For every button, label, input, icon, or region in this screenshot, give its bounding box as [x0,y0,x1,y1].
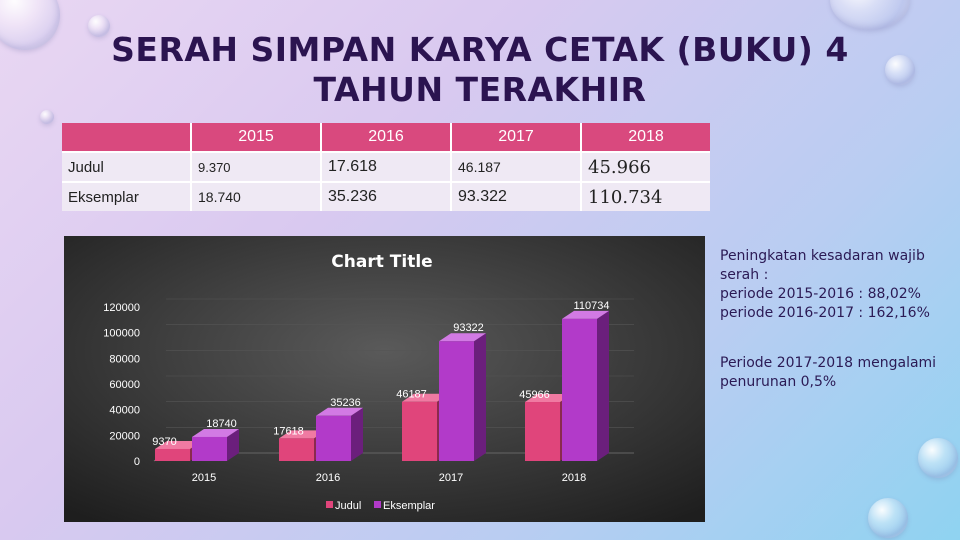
table-cell: 9.370 [190,151,321,182]
table-row: Judul 9.370 17.618 46.187 45.966 [62,151,710,182]
notes-block: Peningkatan kesadaran wajib serah : peri… [720,247,930,323]
legend-swatch [374,501,381,508]
bar-eksemplar [192,428,239,461]
table-row: Eksemplar 18.740 35.236 93.322 110.734 [62,181,710,211]
plot-area: 0 20000 40000 60000 80000 100000 120000 9370 187… [103,298,634,484]
legend-swatch [326,501,333,508]
table-row-label: Judul [62,151,191,182]
note-line: periode 2015-2016 : 88,02% [720,286,921,302]
bar-top [439,333,486,342]
table-cell: 35.236 [320,181,451,211]
bar-top [562,310,609,319]
bar-top [402,393,449,402]
data-label: 45966 [519,389,550,401]
bubble-decoration [868,498,908,538]
bar-face [316,415,351,461]
bar-face [402,401,437,461]
legend-label: Judul [335,500,361,512]
table-header-cell: 2016 [320,123,451,152]
bar-face [439,341,474,461]
bar-top [525,394,572,403]
data-label: 93322 [453,322,484,334]
data-label: 17618 [273,425,304,437]
table-cell: 110.734 [580,181,710,211]
y-tick-label: 60000 [109,379,140,391]
bubble-decoration [0,0,60,50]
x-tick-label: 2015 [192,472,216,484]
bar-judul [279,430,326,461]
x-tick-label: 2017 [439,472,463,484]
note-line: serah : [720,267,769,283]
bubble-decoration [88,15,110,37]
bar-face [279,438,314,461]
table-header-row: 2015 2016 2017 2018 [62,123,710,152]
x-tick-label: 2016 [316,472,340,484]
bar-eksemplar [562,310,609,461]
bubble-decoration [830,0,910,30]
table-cell: 17.618 [320,151,451,182]
note-line: penurunan 0,5% [720,374,837,390]
y-tick-label: 80000 [109,353,140,365]
y-tick-label: 100000 [103,328,140,340]
note-line: Periode 2017-2018 mengalami [720,355,937,371]
table-header-cell: 2015 [190,123,321,152]
x-tick-label: 2018 [562,472,586,484]
table-cell: 18.740 [190,181,321,211]
data-label: 9370 [152,436,176,448]
data-label: 35236 [330,397,361,409]
data-label: 110734 [574,300,610,312]
bar-eksemplar [439,333,486,461]
legend: Judul Eksemplar [326,500,435,512]
data-label: 18740 [206,418,237,430]
bubble-decoration [885,55,915,85]
table-cell: 45.966 [580,151,710,182]
page-title: SERAH SIMPAN KARYA CETAK (BUKU) 4 TAHUN … [111,30,849,109]
notes-block: Periode 2017-2018 mengalami penurunan 0,… [720,354,936,392]
bar-top [155,440,202,449]
note-line: periode 2016-2017 : 162,16% [720,305,930,321]
table-header-cell: 2017 [450,123,581,152]
y-tick-label: 20000 [109,430,140,442]
bar-side [351,407,363,461]
y-tick-label: 120000 [103,302,140,314]
bar-face [192,436,227,461]
bar-eksemplar [316,407,363,461]
bar-face [562,318,597,461]
chart-title: Chart Title [331,252,432,272]
bar-top [279,430,326,439]
bar-top [316,407,363,416]
y-tick-label: 40000 [109,405,140,417]
y-tick-label: 0 [134,456,140,468]
bar-top [192,428,239,437]
bubble-decoration [40,110,54,124]
table-header-cell: 2018 [580,123,710,152]
note-line: Peningkatan kesadaran wajib [720,248,925,264]
table-header-cell [62,123,191,152]
bar-face [155,448,190,461]
bubble-decoration [918,438,958,478]
legend-label: Eksemplar [383,500,435,512]
table-cell: 46.187 [450,151,581,182]
bar-chart: Chart Title 0 20000 40000 60000 80000 100000 1… [64,236,705,522]
table-cell: 93.322 [450,181,581,211]
bar-face [525,402,560,461]
table-row-label: Eksemplar [62,181,191,211]
data-table: 2015 2016 2017 2018 Judul 9.370 17.618 4… [62,123,710,211]
bar-side [227,428,239,461]
bar-side [474,333,486,461]
bar-side [597,310,609,461]
data-label: 46187 [396,389,427,401]
